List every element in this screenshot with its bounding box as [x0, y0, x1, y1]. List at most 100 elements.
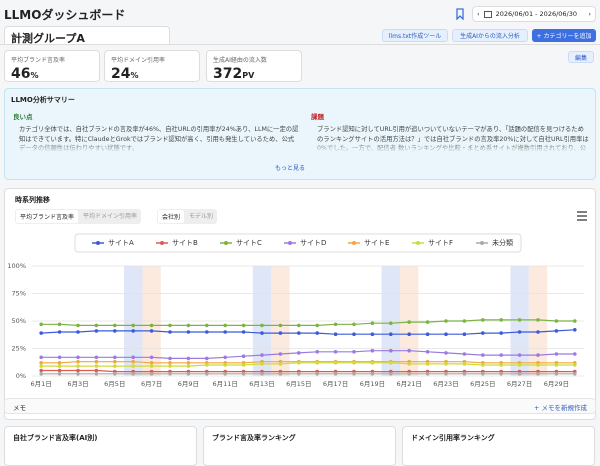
group-tab[interactable]: 計測グループA: [4, 26, 170, 45]
data-point: [94, 329, 99, 333]
bookmark-icon[interactable]: [455, 8, 465, 20]
toggle-option[interactable]: モデル別: [189, 213, 214, 220]
more-link[interactable]: もっと見る: [275, 165, 306, 172]
data-point: [517, 353, 522, 357]
data-point: [113, 355, 117, 360]
data-point: [39, 361, 43, 365]
data-point: [149, 372, 154, 376]
data-point: [333, 372, 338, 376]
good-title: 良い点: [13, 113, 33, 121]
metric-label: 平均ブランド言及率: [11, 57, 66, 64]
x-tick-label: 6月19日: [360, 380, 385, 388]
next-button[interactable]: ›: [588, 10, 591, 18]
good-text: カテゴリ全体では、自社ブランドの言及率が46%、自社URLの引用率が24%あり、…: [19, 126, 299, 152]
data-point: [297, 331, 301, 335]
data-point: [241, 323, 246, 328]
data-point: [57, 368, 62, 373]
panel: ブランド言及率ランキング: [203, 426, 396, 466]
x-tick-label: 6月21日: [396, 380, 421, 388]
data-point: [113, 359, 117, 364]
y-tick-label: 50%: [12, 317, 26, 325]
data-point: [407, 348, 412, 353]
series-line: [41, 319, 575, 326]
data-point: [444, 351, 448, 355]
memo-add[interactable]: + メモを新規作成: [533, 404, 587, 412]
data-point: [370, 372, 375, 376]
data-point: [573, 363, 577, 367]
prev-button[interactable]: ‹: [477, 10, 480, 18]
inflow-button[interactable]: 生成AIからの流入分析: [452, 29, 528, 42]
data-point: [76, 330, 80, 334]
data-point: [499, 353, 504, 357]
legend-dot: [288, 241, 292, 245]
data-point: [76, 372, 80, 376]
memo-bar[interactable]: メモ + メモを新規作成: [4, 398, 596, 414]
add-category-button[interactable]: + カテゴリーを追加: [532, 29, 596, 42]
toggle-option[interactable]: 平均ドメイン引用率: [83, 213, 138, 220]
data-point: [389, 321, 393, 326]
metric-card: 生成AI経由の流入数 372PV: [206, 50, 302, 82]
data-point: [149, 364, 154, 368]
x-tick-label: 6月11日: [212, 380, 237, 388]
data-point: [370, 348, 375, 353]
legend-label: サイトA: [108, 239, 134, 247]
data-point: [223, 372, 227, 376]
metric-toggle: 平均ブランド言及率 平均ドメイン引用率: [15, 209, 142, 224]
data-point: [352, 372, 356, 376]
legend-dot: [96, 241, 100, 245]
data-point: [94, 368, 99, 373]
date-range: 2026/06/01 - 2026/06/30: [495, 10, 578, 18]
data-point: [241, 363, 246, 367]
data-point: [260, 331, 264, 335]
data-point: [131, 372, 135, 376]
data-point: [260, 353, 264, 357]
data-point: [425, 350, 430, 354]
data-point: [407, 372, 412, 376]
data-point: [425, 332, 430, 337]
data-point: [536, 318, 540, 322]
data-point: [333, 350, 338, 354]
chart-panel: 時系列推移 平均ブランド言及率 平均ドメイン引用率 会社別 モデル別: [4, 188, 596, 420]
issue-title: 課題: [311, 113, 324, 121]
toggle-option[interactable]: 平均ブランド言及率: [16, 210, 79, 223]
data-point: [481, 318, 485, 322]
panel-title: ドメイン引用率ランキング: [411, 434, 495, 442]
data-point: [297, 361, 301, 365]
data-point: [149, 329, 154, 333]
toggle-option[interactable]: 会社別: [158, 210, 185, 223]
data-point: [94, 372, 99, 376]
x-tick-label: 6月29日: [544, 380, 569, 388]
data-point: [76, 368, 80, 373]
metric-number: 24: [111, 66, 131, 82]
date-picker[interactable]: ‹ 2026/06/01 - 2026/06/30 ›: [472, 6, 596, 22]
data-point: [352, 361, 356, 365]
panel-title: ブランド言及率ランキング: [212, 434, 296, 442]
series-line: [41, 362, 575, 367]
legend-dot: [224, 241, 228, 245]
data-point: [131, 323, 135, 328]
llms-button[interactable]: llms.txt作成ツール: [382, 29, 448, 42]
data-point: [517, 372, 522, 376]
series-line: [41, 361, 575, 364]
data-point: [481, 331, 485, 335]
y-tick-label: 25%: [12, 345, 26, 353]
x-tick-label: 6月9日: [178, 380, 199, 388]
data-point: [76, 359, 80, 364]
summary-title: LLMO分析サマリー: [11, 96, 75, 104]
data-point: [278, 323, 283, 328]
edit-button[interactable]: 編集: [568, 51, 594, 63]
data-point: [76, 323, 80, 328]
metric-card: 平均ブランド言及率 46%: [4, 50, 100, 82]
data-point: [76, 364, 80, 368]
data-point: [39, 372, 43, 376]
legend-label: サイトE: [364, 239, 389, 247]
data-point: [186, 356, 191, 361]
data-point: [554, 329, 559, 333]
menu-icon[interactable]: [577, 211, 587, 221]
data-point: [57, 361, 62, 365]
page-title: LLMOダッシュボード: [4, 8, 126, 22]
data-point: [186, 323, 191, 328]
x-tick-label: 6月1日: [31, 380, 52, 388]
data-point: [352, 350, 356, 354]
data-point: [241, 354, 246, 359]
